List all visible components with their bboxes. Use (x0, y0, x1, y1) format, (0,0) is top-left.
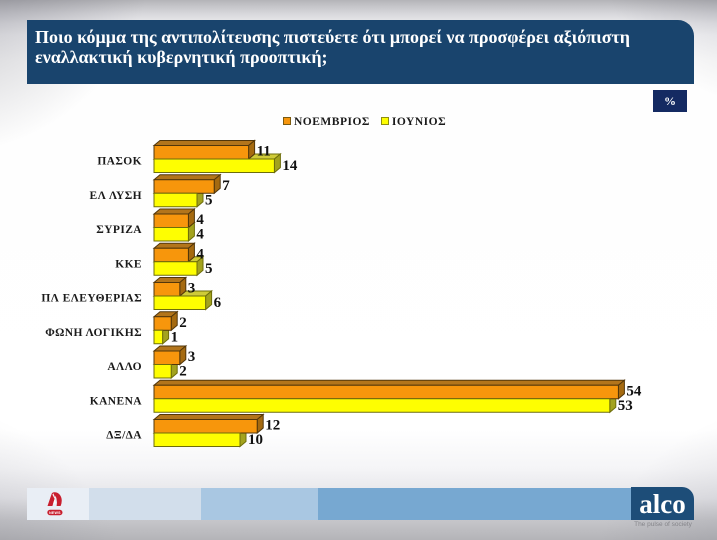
svg-text:5: 5 (205, 192, 213, 208)
svg-text:14: 14 (282, 158, 298, 174)
svg-text:3: 3 (188, 281, 196, 297)
svg-text:ΚΑΝΕΝΑ: ΚΑΝΕΝΑ (90, 395, 143, 407)
svg-text:2: 2 (179, 315, 187, 331)
svg-text:54: 54 (626, 383, 642, 399)
svg-text:4: 4 (196, 212, 204, 228)
svg-text:53: 53 (618, 398, 633, 414)
svg-text:11: 11 (257, 144, 271, 160)
svg-text:ΣΥΡΙΖΑ: ΣΥΡΙΖΑ (96, 224, 142, 236)
svg-text:ΕΛ ΛΥΣΗ: ΕΛ ΛΥΣΗ (90, 190, 143, 202)
svg-text:2: 2 (179, 364, 187, 380)
svg-text:1: 1 (171, 329, 179, 345)
svg-text:ΔΞ/ΔΑ: ΔΞ/ΔΑ (106, 430, 142, 442)
svg-text:12: 12 (265, 418, 280, 434)
svg-text:ΚΚΕ: ΚΚΕ (115, 258, 142, 270)
svg-text:NEWS: NEWS (49, 511, 61, 515)
svg-text:ΑΛΛΟ: ΑΛΛΟ (107, 361, 142, 373)
svg-text:ΠΛ ΕΛΕΥΘΕΡΙΑΣ: ΠΛ ΕΛΕΥΘΕΡΙΑΣ (41, 293, 142, 305)
svg-text:ΦΩΝΗ ΛΟΓΙΚΗΣ: ΦΩΝΗ ΛΟΓΙΚΗΣ (45, 327, 142, 339)
svg-text:5: 5 (205, 261, 213, 277)
svg-text:3: 3 (188, 349, 196, 365)
svg-text:ΠΑΣΟΚ: ΠΑΣΟΚ (97, 156, 142, 168)
svg-text:6: 6 (214, 295, 222, 311)
svg-text:10: 10 (248, 432, 263, 448)
svg-text:4: 4 (196, 246, 204, 262)
svg-text:4: 4 (196, 227, 204, 243)
svg-text:7: 7 (222, 178, 230, 194)
